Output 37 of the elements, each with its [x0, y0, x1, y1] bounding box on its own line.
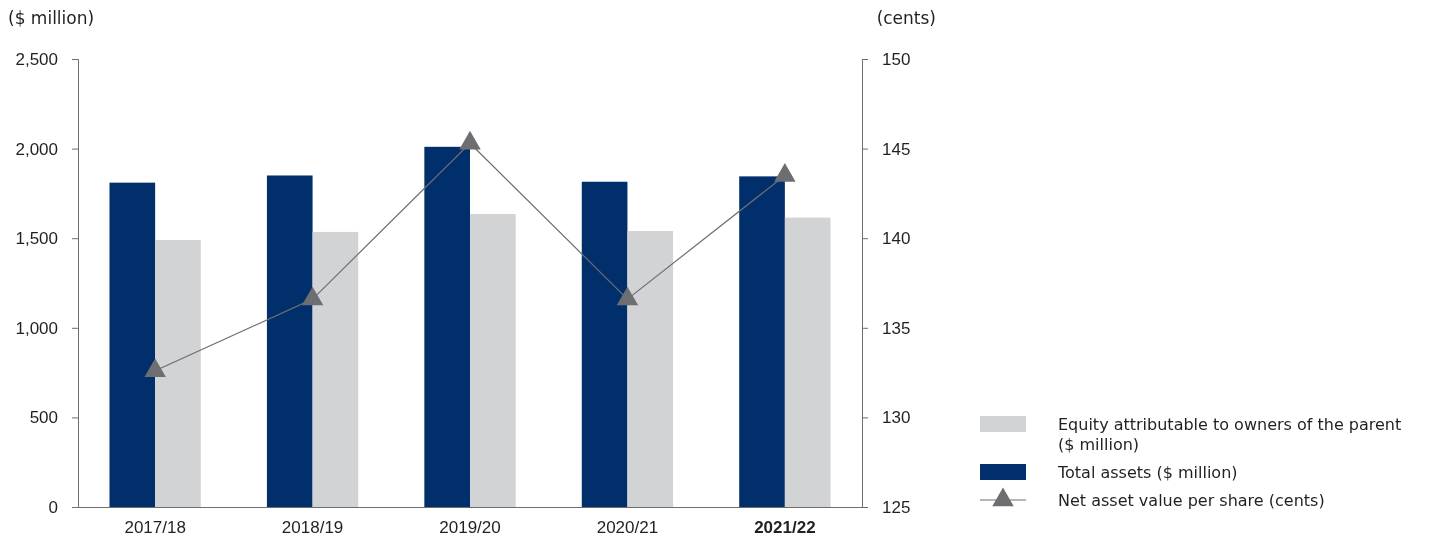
y-tick-label: 1,000 — [15, 318, 58, 338]
y2-tick-label: 125 — [882, 497, 911, 517]
legend-label: Total assets ($ million) — [1057, 463, 1238, 482]
point — [774, 163, 796, 182]
y2-tick-label: 135 — [882, 318, 911, 338]
bar — [312, 231, 359, 507]
x-tick-label: 2017/18 — [124, 518, 186, 538]
x-tick-label: 2020/21 — [596, 518, 659, 538]
y2-tick-label: 130 — [882, 408, 911, 428]
y2-tick-label: 145 — [882, 139, 911, 159]
bar — [155, 239, 201, 507]
y2-tick-label: 140 — [882, 229, 911, 249]
bar — [627, 231, 674, 507]
x-tick-label: 2018/19 — [281, 518, 344, 538]
bar — [470, 214, 516, 507]
bar — [784, 217, 831, 507]
point — [459, 130, 481, 150]
y2-tick-label: 150 — [882, 49, 911, 69]
y-tick-label: 500 — [29, 408, 58, 428]
y-tick-label: 2,000 — [15, 139, 58, 159]
x-tick-label: 2019/20 — [439, 518, 501, 538]
bar — [109, 182, 156, 507]
y2-axis-title: (cents) — [876, 8, 936, 28]
y-tick-label: 1,500 — [15, 229, 58, 249]
y-axis-title: ($ million) — [8, 8, 95, 28]
y-tick-label: 0 — [48, 497, 58, 517]
point — [616, 286, 639, 306]
legend-label: Net asset value per share (cents) — [1058, 491, 1325, 510]
legend-label: Equity attributable to owners of the parent ($ million) — [1058, 415, 1402, 454]
bar — [266, 175, 313, 507]
x-tick-label: 2021/22 — [754, 518, 816, 538]
point — [301, 286, 324, 306]
bar — [739, 176, 785, 507]
bar — [581, 181, 628, 507]
point — [144, 358, 166, 378]
y-tick-label: 2,500 — [15, 49, 58, 69]
bar — [424, 146, 470, 507]
